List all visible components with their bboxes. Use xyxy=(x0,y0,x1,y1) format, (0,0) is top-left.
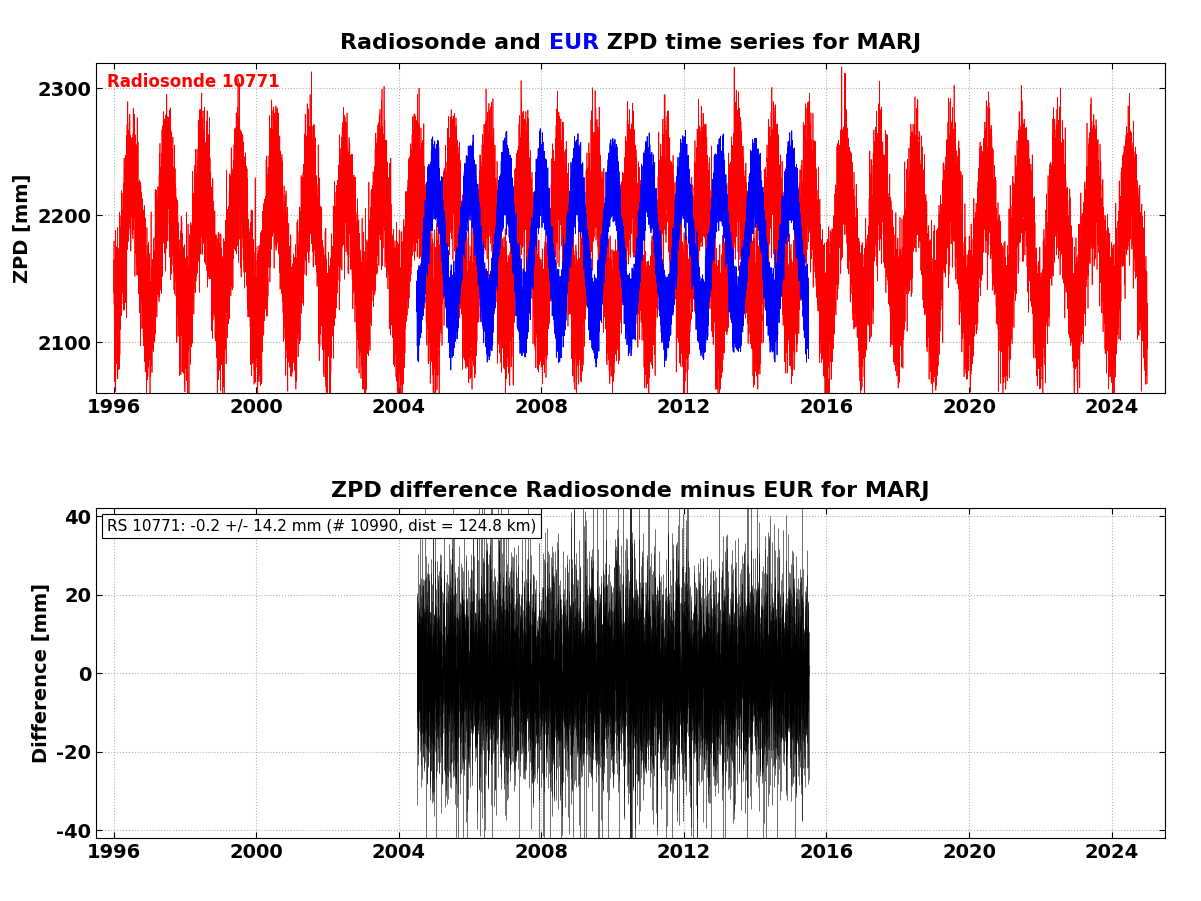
Text: RS 10771: -0.2 +/- 14.2 mm (# 10990, dist = 124.8 km): RS 10771: -0.2 +/- 14.2 mm (# 10990, dis… xyxy=(107,518,536,533)
Text: EUR: EUR xyxy=(549,33,599,53)
Text: Radiosonde and: Radiosonde and xyxy=(340,33,549,53)
Text: Radiosonde 10771: Radiosonde 10771 xyxy=(107,73,280,91)
Y-axis label: ZPD [mm]: ZPD [mm] xyxy=(13,173,31,283)
Y-axis label: Difference [mm]: Difference [mm] xyxy=(31,583,50,763)
Text: ZPD time series for MARJ: ZPD time series for MARJ xyxy=(599,33,921,53)
Title: ZPD difference Radiosonde minus EUR for MARJ: ZPD difference Radiosonde minus EUR for … xyxy=(331,481,930,501)
